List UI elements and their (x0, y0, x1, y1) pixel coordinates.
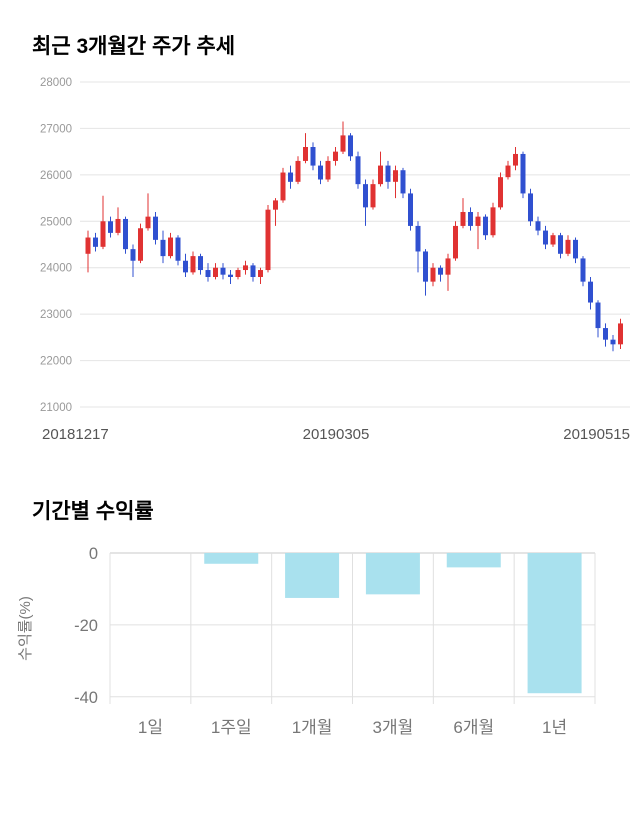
svg-text:26000: 26000 (40, 170, 72, 182)
returns-chart-title: 기간별 수익률 (32, 500, 154, 523)
svg-text:1일: 1일 (138, 718, 163, 737)
svg-text:3개월: 3개월 (373, 718, 414, 737)
svg-text:6개월: 6개월 (453, 718, 494, 737)
x-axis-label-mid: 20190305 (302, 426, 370, 443)
svg-text:1년: 1년 (542, 718, 567, 737)
svg-text:24000: 24000 (40, 263, 72, 275)
x-axis-label-end: 20190515 (563, 426, 630, 443)
x-axis-label-start: 20181217 (42, 426, 109, 443)
price-chart-title: 최근 3개월간 주가 추세 (32, 35, 236, 58)
svg-text:23000: 23000 (40, 309, 72, 321)
svg-text:22000: 22000 (40, 356, 72, 368)
svg-text:수익률(%): 수익률(%) (17, 596, 34, 661)
svg-text:27000: 27000 (40, 123, 72, 135)
svg-text:0: 0 (89, 545, 98, 563)
svg-text:1개월: 1개월 (292, 718, 333, 737)
svg-text:25000: 25000 (40, 216, 72, 228)
svg-text:1주일: 1주일 (211, 718, 252, 737)
returns-bar-plot: 0 -20 -40 1일 1주일 1개월 3개월 6개월 1년 수익률(%) (17, 545, 596, 737)
svg-text:-20: -20 (74, 617, 98, 635)
svg-text:28000: 28000 (40, 77, 72, 89)
svg-text:21000: 21000 (40, 402, 72, 414)
returns-bar-chart: 0 -20 -40 1일 1주일 1개월 3개월 6개월 1년 수익률(%) (0, 541, 640, 751)
stock-trend-page: 최근 3개월간 주가 추세 28000 27000 26000 25000 24000 2… (0, 30, 640, 751)
candlestick-plot: 28000 27000 26000 25000 24000 23000 22000 21000 (40, 77, 630, 414)
price-chart-x-axis: 20181217 20190305 20190515 (0, 424, 640, 443)
price-candlestick-chart: 28000 27000 26000 25000 24000 23000 22000 21000… (0, 72, 640, 443)
svg-text:-40: -40 (74, 689, 98, 707)
